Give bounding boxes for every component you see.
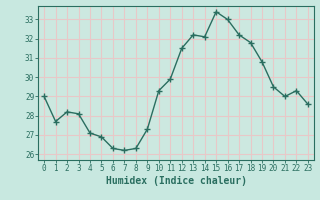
X-axis label: Humidex (Indice chaleur): Humidex (Indice chaleur): [106, 176, 246, 186]
